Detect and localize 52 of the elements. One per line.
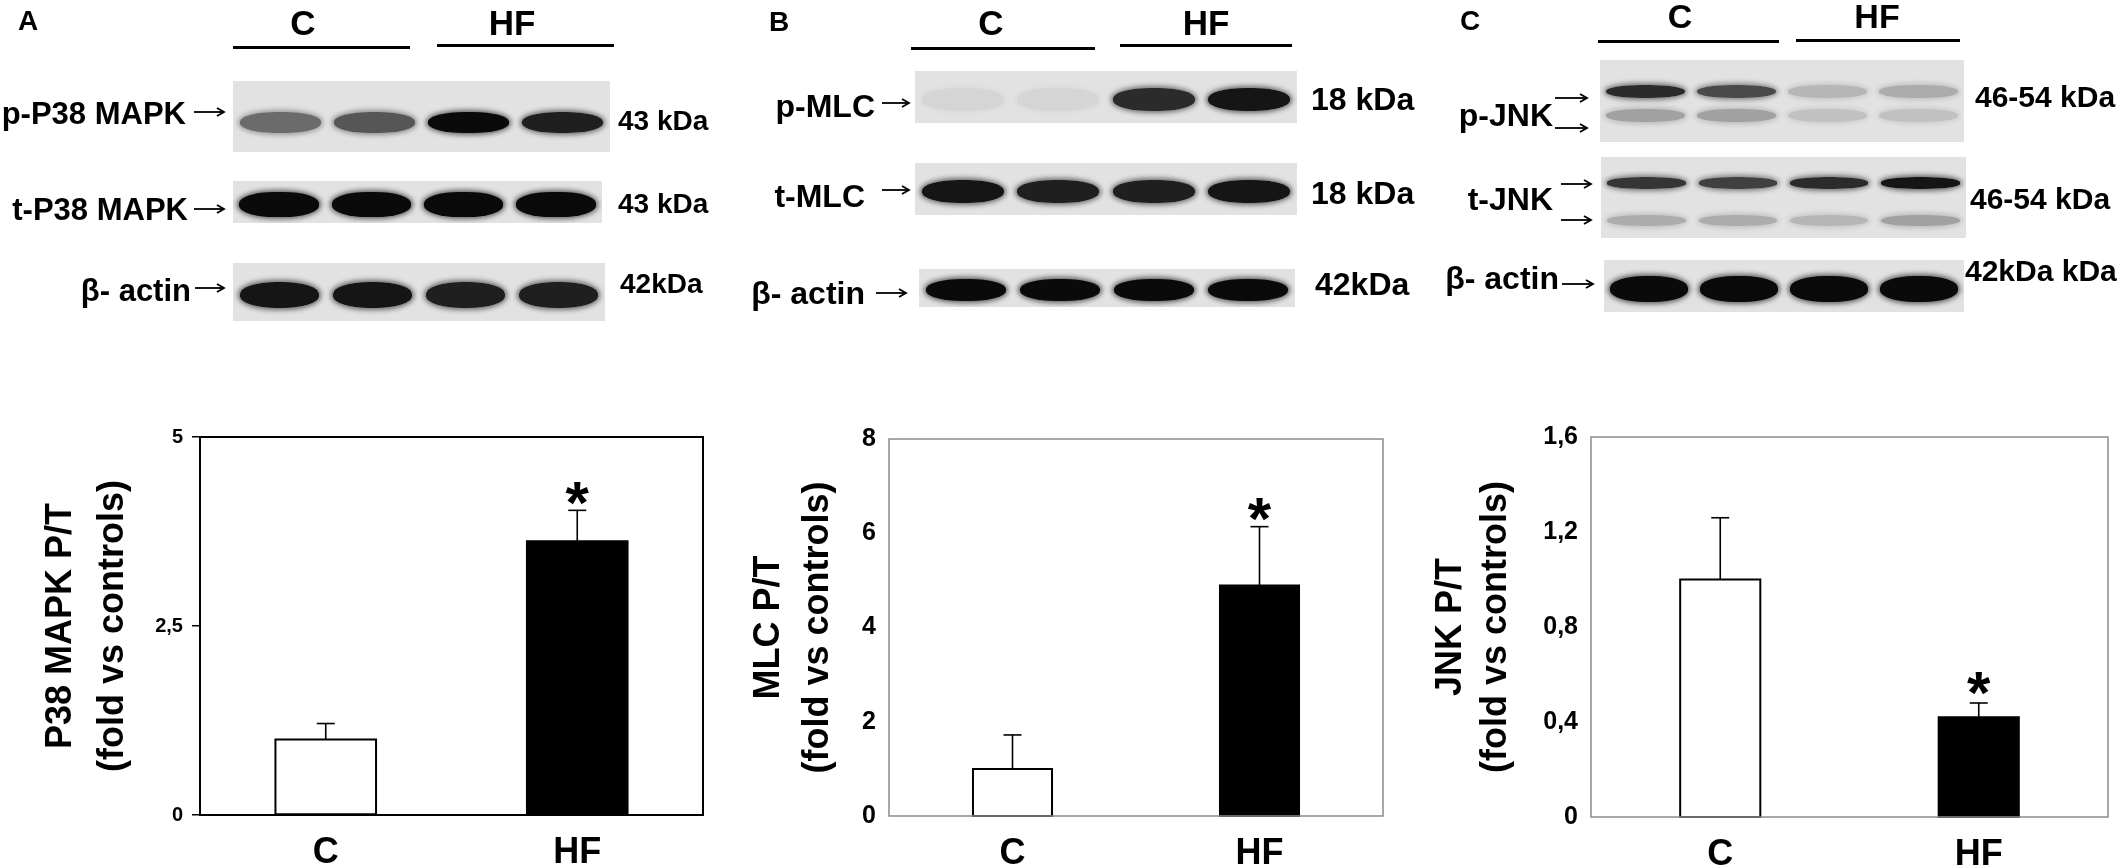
chart-title: A bbox=[18, 5, 39, 36]
x-tick-label: C bbox=[1707, 831, 1734, 867]
y-axis-title: JNK P/T (fold vs controls) bbox=[1428, 480, 1515, 774]
text: 43 kDa bbox=[618, 188, 709, 219]
y-tick-label: 4 bbox=[862, 611, 877, 640]
text: 42kDa bbox=[620, 268, 703, 299]
chart-title: C bbox=[1460, 5, 1481, 36]
y-axis-title: P38 MAPK P/T (fold vs controls) bbox=[38, 479, 132, 773]
text: β- actin bbox=[751, 275, 865, 311]
y-axis-title: MLC P/T (fold vs controls) bbox=[746, 481, 837, 774]
text: β- actin bbox=[80, 272, 191, 308]
text: t-MLC bbox=[774, 178, 865, 214]
text: t-JNK bbox=[1467, 181, 1553, 217]
x-tick-label: C bbox=[312, 829, 339, 867]
text: 42kDa bbox=[1315, 266, 1410, 302]
annotation: * bbox=[1967, 659, 1992, 727]
text: C bbox=[978, 2, 1004, 42]
annotation: * bbox=[1247, 484, 1272, 552]
text: p-P38 MAPK bbox=[1, 95, 186, 131]
y-tick-label: 0,8 bbox=[1543, 610, 1579, 639]
y-tick-label: 5 bbox=[171, 424, 183, 447]
text: HF bbox=[1854, 0, 1900, 35]
y-tick-label: 2 bbox=[862, 705, 876, 734]
x-tick-label: C bbox=[999, 830, 1026, 867]
text: t-P38 MAPK bbox=[12, 191, 188, 227]
text: p-JNK bbox=[1458, 97, 1553, 133]
y-tick-label: 8 bbox=[862, 422, 877, 451]
y-tick-label: 0 bbox=[171, 802, 183, 825]
annotation: * bbox=[565, 468, 590, 536]
text: 18 kDa bbox=[1311, 81, 1415, 117]
y-tick-label: 0 bbox=[1564, 800, 1578, 829]
text: HF bbox=[488, 2, 536, 42]
text: 42kDa kDa bbox=[1965, 254, 2117, 287]
y-tick-label: 0,4 bbox=[1543, 705, 1579, 734]
x-tick-label: HF bbox=[1954, 831, 2003, 867]
x-tick-label: HF bbox=[553, 829, 602, 867]
text: β- actin bbox=[1445, 260, 1559, 296]
text: C bbox=[1667, 0, 1693, 35]
y-tick-label: 6 bbox=[862, 517, 876, 546]
y-tick-label: 0 bbox=[862, 799, 876, 828]
text: HF bbox=[1182, 2, 1230, 42]
y-tick-label: 2,5 bbox=[155, 613, 183, 636]
text: p-MLC bbox=[775, 88, 875, 124]
text: 43 kDa bbox=[618, 105, 709, 136]
y-tick-label: 1,6 bbox=[1543, 420, 1578, 449]
text: 18 kDa bbox=[1311, 175, 1415, 211]
text: 46-54 kDa bbox=[1975, 80, 2116, 113]
y-tick-label: 1,2 bbox=[1543, 515, 1578, 544]
text: 46-54 kDa bbox=[1970, 182, 2111, 215]
text: C bbox=[290, 2, 316, 42]
chart-title: B bbox=[769, 6, 790, 37]
x-tick-label: HF bbox=[1235, 830, 1284, 867]
